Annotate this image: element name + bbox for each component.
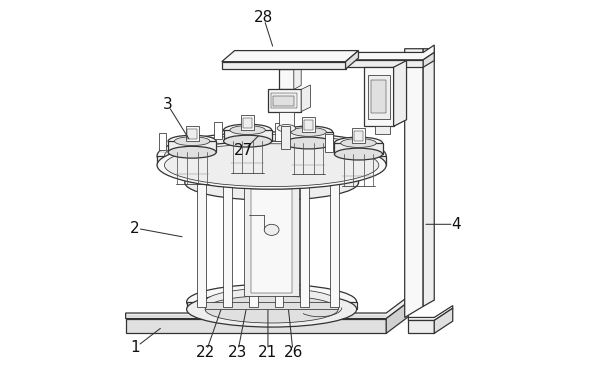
Ellipse shape — [164, 135, 379, 177]
Bar — [159, 133, 166, 150]
Polygon shape — [423, 49, 434, 306]
Polygon shape — [301, 85, 311, 112]
Bar — [368, 75, 390, 119]
Bar — [353, 131, 364, 141]
Polygon shape — [197, 183, 206, 308]
Ellipse shape — [284, 126, 333, 138]
Ellipse shape — [224, 124, 272, 136]
Ellipse shape — [187, 284, 356, 320]
Polygon shape — [394, 60, 406, 127]
Text: 3: 3 — [162, 97, 173, 112]
Text: 23: 23 — [228, 345, 248, 360]
Polygon shape — [375, 127, 390, 134]
Polygon shape — [274, 183, 283, 308]
Ellipse shape — [157, 132, 386, 180]
Polygon shape — [334, 143, 383, 154]
Polygon shape — [279, 45, 434, 60]
Ellipse shape — [230, 126, 265, 135]
Polygon shape — [222, 50, 358, 62]
Polygon shape — [279, 112, 294, 127]
Bar — [275, 124, 283, 141]
Text: 26: 26 — [283, 345, 303, 360]
Polygon shape — [281, 127, 290, 148]
Bar — [186, 127, 199, 141]
Bar — [241, 115, 254, 130]
Bar — [352, 128, 365, 143]
Polygon shape — [279, 60, 423, 67]
Polygon shape — [251, 189, 292, 293]
Ellipse shape — [168, 146, 216, 158]
Bar — [274, 96, 294, 106]
Ellipse shape — [205, 296, 338, 323]
Polygon shape — [294, 65, 301, 89]
Polygon shape — [205, 302, 338, 309]
Bar — [304, 120, 314, 130]
Text: 22: 22 — [196, 345, 215, 360]
Polygon shape — [126, 319, 386, 334]
Polygon shape — [279, 69, 294, 89]
Polygon shape — [284, 132, 333, 143]
Ellipse shape — [334, 148, 383, 160]
Polygon shape — [168, 141, 216, 152]
Bar — [325, 135, 333, 152]
Ellipse shape — [185, 165, 358, 200]
Polygon shape — [405, 49, 423, 318]
Text: 28: 28 — [254, 10, 273, 25]
Bar — [243, 118, 252, 128]
Polygon shape — [408, 306, 453, 321]
Polygon shape — [185, 178, 358, 183]
Ellipse shape — [185, 160, 358, 196]
Text: 21: 21 — [258, 345, 277, 360]
Polygon shape — [126, 296, 408, 319]
Polygon shape — [157, 156, 386, 165]
Polygon shape — [408, 321, 434, 334]
Ellipse shape — [264, 224, 279, 235]
Ellipse shape — [164, 144, 379, 187]
Ellipse shape — [205, 288, 338, 316]
Polygon shape — [222, 62, 346, 69]
Bar — [214, 122, 222, 139]
Polygon shape — [330, 183, 339, 308]
Polygon shape — [223, 183, 231, 308]
Ellipse shape — [174, 137, 210, 145]
Polygon shape — [300, 183, 309, 308]
Polygon shape — [434, 308, 453, 334]
Text: 1: 1 — [131, 340, 140, 355]
Ellipse shape — [291, 128, 326, 136]
Ellipse shape — [334, 137, 383, 149]
Ellipse shape — [168, 135, 216, 147]
Text: 2: 2 — [130, 220, 140, 236]
Bar — [187, 129, 197, 139]
Polygon shape — [268, 89, 301, 112]
Polygon shape — [364, 67, 394, 127]
Polygon shape — [346, 50, 358, 69]
Polygon shape — [224, 130, 272, 141]
Ellipse shape — [284, 137, 333, 149]
Polygon shape — [244, 186, 299, 296]
Polygon shape — [423, 52, 434, 67]
Polygon shape — [249, 183, 258, 308]
Ellipse shape — [187, 292, 356, 327]
Ellipse shape — [157, 141, 386, 189]
Bar — [371, 80, 386, 114]
Ellipse shape — [277, 125, 296, 132]
Text: 27: 27 — [234, 143, 253, 158]
Bar — [271, 93, 297, 108]
Ellipse shape — [341, 138, 376, 147]
Bar — [302, 117, 315, 132]
Polygon shape — [386, 302, 408, 334]
Polygon shape — [187, 302, 356, 309]
Text: 4: 4 — [452, 217, 461, 232]
Ellipse shape — [224, 135, 272, 147]
